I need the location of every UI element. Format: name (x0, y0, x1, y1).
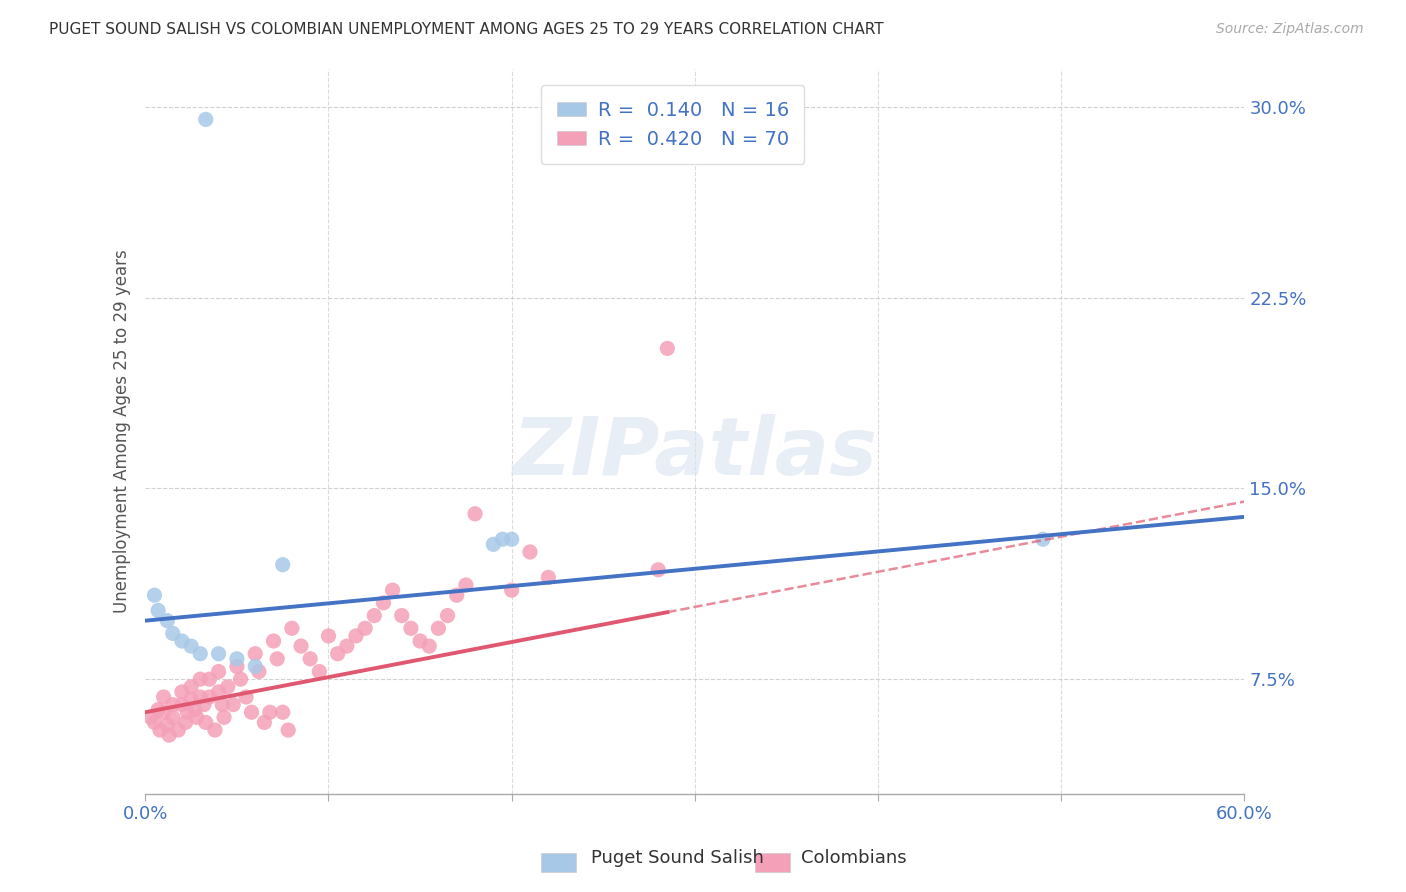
Point (464, 507, 486, 521)
Point (318, 629, 340, 643)
Point (174, 715, 197, 730)
Point (212, 710, 235, 724)
Point (501, 583, 523, 598)
Point (245, 659, 267, 673)
Point (162, 710, 184, 724)
Point (391, 608, 413, 623)
Point (146, 603, 169, 617)
Text: Colombians: Colombians (801, 849, 907, 867)
Point (229, 672, 252, 686)
Point (176, 705, 198, 719)
Point (259, 705, 281, 719)
Point (139, 710, 162, 724)
Point (204, 723, 226, 737)
Legend: R =  0.140   N = 16, R =  0.420   N = 70: R = 0.140 N = 16, R = 0.420 N = 70 (541, 86, 804, 164)
Point (194, 112, 217, 127)
Point (399, 621, 422, 635)
Point (222, 698, 245, 712)
Y-axis label: Unemployment Among Ages 25 to 29 years: Unemployment Among Ages 25 to 29 years (114, 249, 131, 613)
Point (409, 634, 432, 648)
Point (271, 705, 294, 719)
Point (373, 596, 395, 610)
Point (217, 680, 239, 694)
Point (454, 578, 477, 592)
Point (363, 608, 385, 623)
Point (207, 685, 229, 699)
Point (149, 723, 172, 737)
Point (519, 545, 541, 559)
Point (418, 639, 440, 653)
Point (308, 665, 330, 679)
Point (186, 710, 208, 724)
Point (162, 626, 184, 640)
Point (188, 690, 211, 704)
Point (247, 665, 270, 679)
Point (198, 690, 221, 704)
Point (277, 723, 299, 737)
Text: ZIPatlas: ZIPatlas (512, 414, 877, 491)
Point (225, 652, 247, 666)
Point (180, 639, 202, 653)
Point (207, 647, 229, 661)
Point (143, 715, 166, 730)
Point (1032, 533, 1054, 547)
Point (263, 634, 285, 648)
Point (436, 608, 458, 623)
Point (167, 723, 190, 737)
Point (184, 703, 207, 717)
Point (146, 703, 169, 717)
Point (157, 728, 180, 742)
Point (193, 698, 215, 712)
Point (170, 685, 193, 699)
Point (170, 634, 193, 648)
Text: PUGET SOUND SALISH VS COLOMBIAN UNEMPLOYMENT AMONG AGES 25 TO 29 YEARS CORRELATI: PUGET SOUND SALISH VS COLOMBIAN UNEMPLOY… (49, 22, 884, 37)
Point (162, 698, 184, 712)
Point (245, 647, 267, 661)
Point (235, 690, 257, 704)
Point (299, 652, 322, 666)
Point (240, 705, 263, 719)
Point (156, 718, 179, 732)
Point (253, 715, 276, 730)
Point (156, 614, 179, 628)
Point (211, 698, 233, 712)
Point (482, 537, 505, 551)
Point (180, 692, 202, 706)
Point (326, 647, 349, 661)
Point (180, 680, 202, 694)
Point (170, 698, 193, 712)
Text: Source: ZipAtlas.com: Source: ZipAtlas.com (1216, 22, 1364, 37)
Point (381, 583, 404, 598)
Point (537, 570, 560, 584)
Text: Puget Sound Salish: Puget Sound Salish (591, 849, 763, 867)
Point (427, 621, 450, 635)
Point (336, 639, 359, 653)
Point (143, 588, 166, 602)
Point (344, 629, 367, 643)
Point (266, 652, 288, 666)
Point (225, 659, 247, 673)
Point (501, 533, 523, 547)
Point (198, 672, 221, 686)
Point (491, 533, 513, 547)
Point (290, 639, 312, 653)
Point (657, 342, 679, 356)
Point (281, 621, 304, 635)
Point (446, 588, 468, 602)
Point (188, 647, 211, 661)
Point (354, 621, 377, 635)
Point (152, 705, 174, 719)
Point (152, 690, 174, 704)
Point (188, 672, 211, 686)
Point (207, 665, 229, 679)
Point (271, 558, 294, 572)
Point (194, 715, 217, 730)
Point (647, 563, 669, 577)
